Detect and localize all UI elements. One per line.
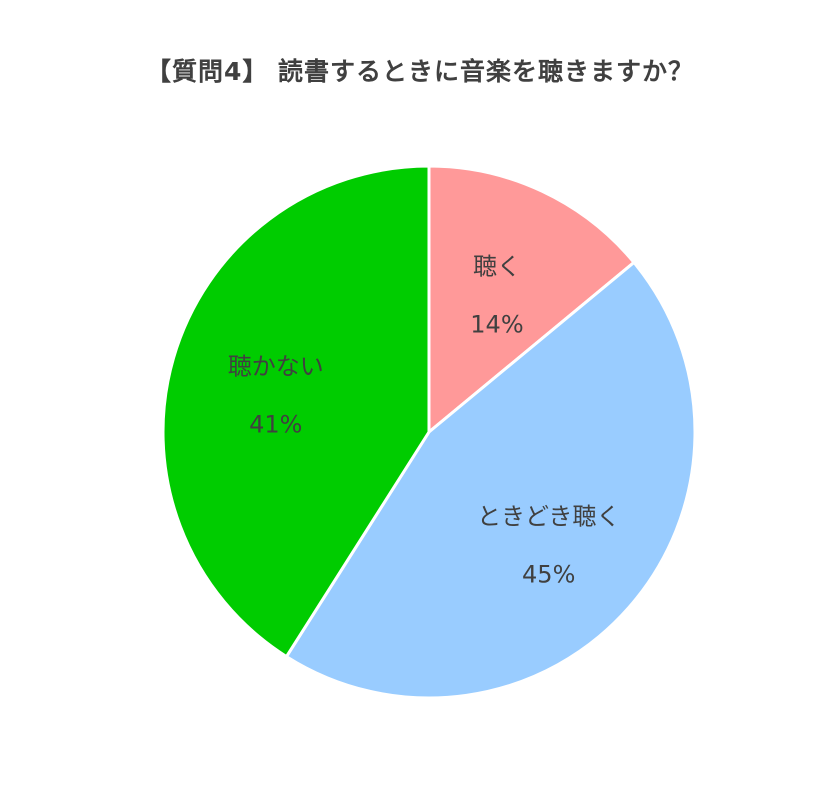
slice-category-label-0: 聴く <box>473 253 521 281</box>
slices-group <box>161 164 697 700</box>
pie-slice-2 <box>161 164 431 659</box>
slice-value-label-1: 45% <box>522 561 575 589</box>
slice-category-label-2: 聴かない <box>228 352 324 380</box>
labels-group: 聴く 14% ときどき聴く 45% 聴かない 41% <box>228 253 621 589</box>
chart-title: 【質問4】 読書するときに音楽を聴きますか？ <box>145 57 695 86</box>
slice-value-label-2: 41% <box>249 410 302 438</box>
pie-slice-1 <box>284 260 697 700</box>
slice-value-label-0: 14% <box>470 311 523 339</box>
pie-slice-0 <box>427 164 636 434</box>
slice-category-label-1: ときどき聴く <box>477 503 620 531</box>
